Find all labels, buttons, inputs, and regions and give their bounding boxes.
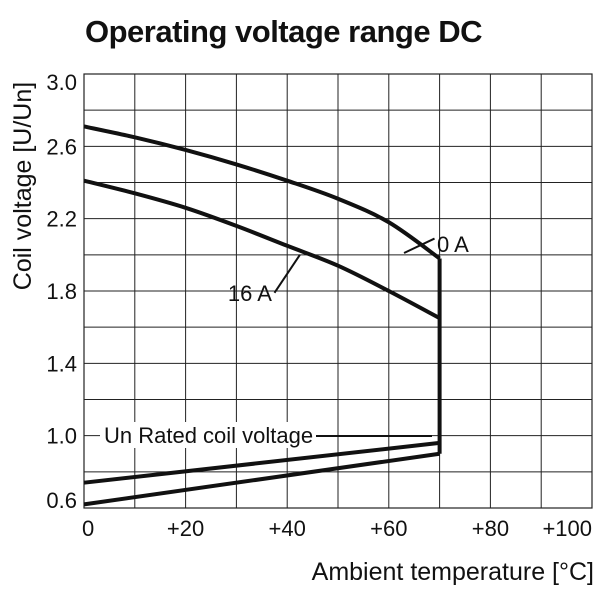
chart-title: Operating voltage range DC bbox=[85, 14, 482, 49]
annotation-0a: 0 A bbox=[437, 232, 469, 257]
y-tick-label: 0.6 bbox=[46, 488, 77, 513]
x-tick-label: +80 bbox=[472, 516, 509, 541]
y-tick-label: 2.6 bbox=[46, 134, 77, 159]
leader-line-0a bbox=[403, 237, 435, 254]
leader-line-16a bbox=[273, 254, 301, 294]
y-tick-label: 1.0 bbox=[46, 424, 77, 449]
annotation-un-rated: Un Rated coil voltage bbox=[104, 423, 313, 448]
x-tick-label: +40 bbox=[269, 516, 306, 541]
series-line-3 bbox=[83, 451, 440, 507]
annotation-16a: 16 A bbox=[228, 281, 272, 306]
x-tick-label: +100 bbox=[542, 516, 592, 541]
y-tick-label: 2.2 bbox=[46, 207, 77, 232]
plot-frame bbox=[83, 73, 593, 509]
x-tick-label: +60 bbox=[370, 516, 407, 541]
y-tick-label: 3.0 bbox=[46, 70, 77, 95]
x-tick-label: +20 bbox=[167, 516, 204, 541]
x-axis-label: Ambient temperature [°C] bbox=[312, 558, 594, 586]
tick-labels: 0 +20 +40 +60 +80 +100 0.6 1.0 1.4 1.8 2.2 2.6 3.0 bbox=[46, 70, 592, 541]
annotations: 0 A 16 A Un Rated coil voltage bbox=[100, 232, 469, 448]
y-tick-label: 1.4 bbox=[46, 351, 77, 376]
series-group bbox=[83, 124, 442, 507]
x-tick-label: 0 bbox=[82, 516, 94, 541]
axes bbox=[83, 73, 593, 509]
y-axis-label: Coil voltage [U/Un] bbox=[9, 82, 37, 290]
annotation-bg bbox=[100, 422, 316, 448]
series-line-0-a bbox=[83, 124, 441, 261]
series-line-2 bbox=[83, 440, 440, 485]
y-tick-label: 1.8 bbox=[46, 279, 77, 304]
series-line-16-a bbox=[83, 178, 441, 320]
